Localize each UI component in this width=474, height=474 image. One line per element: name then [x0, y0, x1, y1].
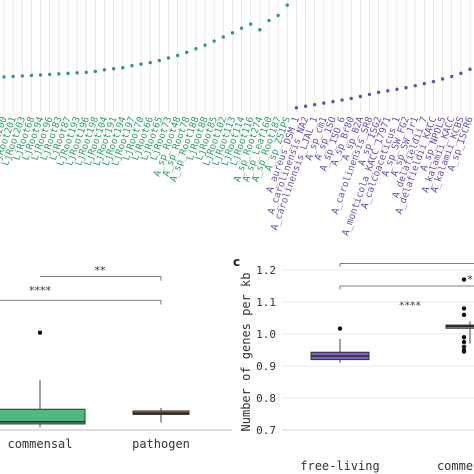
commensal-point: [139, 62, 143, 66]
commensal-point: [249, 22, 253, 26]
free-living-point: [422, 81, 427, 86]
b-outlier: [37, 330, 43, 335]
commensal-point: [276, 13, 280, 18]
commensal-point: [130, 63, 134, 68]
free-living-point: [358, 94, 363, 99]
c-y-tick-label: 1.2: [256, 264, 276, 277]
c-outlier: [461, 344, 467, 349]
commensal-point: [148, 60, 152, 65]
commensal-point: [29, 73, 34, 78]
free-living-point: [312, 102, 317, 107]
free-living-point: [404, 86, 408, 90]
free-living-point: [450, 74, 454, 79]
commensal-point: [38, 73, 43, 77]
c-outlier: [337, 326, 343, 331]
b-x-label-pathogen: pathogen: [132, 437, 190, 451]
b-sig-label-double: **: [95, 264, 107, 277]
free-living-point: [294, 106, 299, 110]
commensal-point: [66, 71, 70, 76]
c-y-tick-label: 0.9: [256, 360, 276, 373]
free-living-point: [468, 67, 472, 71]
commensal-point: [166, 56, 171, 60]
c-outlier: [461, 349, 467, 354]
commensal-point: [203, 43, 207, 47]
commensal-point: [93, 69, 98, 74]
commensal-point: [230, 31, 235, 35]
free-living-point: [376, 90, 381, 95]
c-x-label-free-living: free-living: [300, 459, 379, 473]
c-outlier: [461, 335, 467, 340]
c-outlier: [461, 339, 467, 345]
commensal-point: [11, 74, 15, 79]
free-living-point: [349, 96, 353, 101]
free-living-point: [395, 87, 399, 91]
commensal-point: [102, 68, 107, 72]
free-living-point: [386, 89, 390, 93]
commensal-point: [285, 3, 289, 7]
c-outlier: [461, 312, 467, 317]
commensal-point: [175, 53, 180, 58]
top-scatter-panel: LjRoot200LjRoot201LjRoot203LjRoot68LjRoo…: [0, 0, 474, 237]
commensal-point: [84, 70, 88, 75]
commensal-point: [185, 50, 189, 55]
commensal-point: [194, 47, 198, 51]
commensal-point: [157, 58, 162, 63]
free-living-point: [340, 98, 344, 102]
commensal-point: [258, 28, 262, 32]
free-living-point: [367, 92, 372, 97]
commensal-point: [267, 18, 271, 23]
c-y-tick-label: 0.7: [256, 424, 276, 437]
b-box-commensal: [0, 408, 86, 425]
commensal-point: [111, 67, 116, 71]
panel-b-boxplot: commensal pathogen ** ****: [0, 264, 232, 451]
commensal-point: [47, 72, 52, 77]
c-sig-label-single: *: [467, 273, 473, 286]
commensal-point: [2, 75, 6, 79]
c-sig-label-quad: ****: [399, 299, 422, 312]
c-outlier: [461, 277, 467, 282]
commensal-point: [221, 35, 225, 39]
c-y-tick-label: 1.1: [256, 296, 276, 309]
commensal-point: [239, 26, 244, 30]
panel-c-boxplot: c Number of genes per kb free-living com…: [233, 255, 474, 473]
b-sig-label-quad: ****: [29, 284, 52, 297]
free-living-point: [440, 77, 445, 81]
free-living-point: [431, 79, 436, 84]
free-living-point: [413, 83, 417, 88]
commensal-point: [212, 39, 216, 43]
panel-c-label: c: [233, 255, 240, 269]
free-living-point: [303, 104, 308, 108]
c-y-axis-label: Number of genes per kb: [239, 273, 253, 432]
commensal-point: [75, 71, 79, 75]
c-x-label-commensal: comme: [437, 459, 473, 473]
commensal-point: [57, 72, 61, 76]
commensal-point: [121, 66, 125, 70]
commensal-point: [20, 74, 24, 78]
c-y-tick-label: 1.0: [256, 328, 276, 341]
c-outlier: [461, 306, 467, 311]
free-living-point: [322, 101, 326, 105]
c-y-tick-label: 0.8: [256, 392, 276, 405]
free-living-point: [459, 71, 463, 76]
b-x-label-commensal: commensal: [7, 437, 72, 451]
free-living-point: [331, 99, 335, 104]
